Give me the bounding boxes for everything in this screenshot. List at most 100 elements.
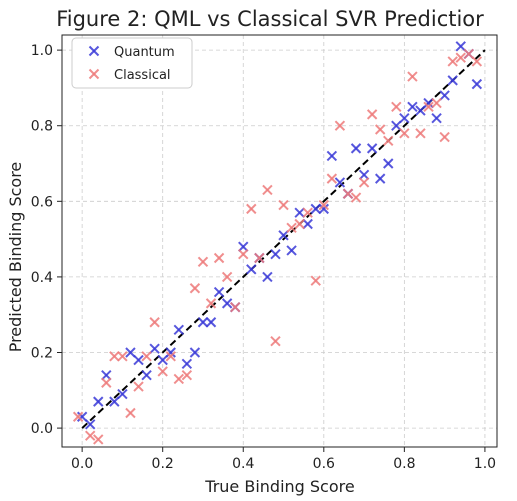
quantum-point: [76, 411, 88, 422]
classical-point: [407, 71, 418, 82]
classical-point: [84, 430, 96, 441]
classical-point: [455, 52, 466, 63]
quantum-point: [374, 173, 386, 184]
classical-point: [342, 188, 354, 199]
quantum-point: [286, 245, 297, 256]
classical-point: [117, 351, 128, 362]
quantum-point: [149, 343, 160, 354]
classical-point: [157, 366, 168, 377]
legend-marker-classical: [88, 68, 100, 80]
x-tick-label: 0.6: [313, 456, 335, 472]
quantum-point: [157, 354, 168, 366]
classical-point: [334, 120, 346, 131]
quantum-point: [407, 101, 418, 113]
x-tick-label: 0.4: [232, 456, 254, 472]
classical-point: [141, 351, 152, 362]
quantum-point: [358, 169, 370, 181]
classical-point: [326, 173, 338, 184]
quantum-point: [334, 177, 346, 188]
legend-box: [71, 37, 193, 89]
classical-point: [181, 369, 193, 381]
classical-point: [447, 56, 458, 67]
y-tick-label: 0.6: [31, 194, 53, 210]
classical-point: [221, 271, 233, 283]
classical-point: [205, 298, 217, 309]
quantum-point: [133, 354, 144, 366]
classical-point: [294, 218, 305, 230]
quantum-point: [117, 388, 128, 400]
quantum-point: [439, 90, 450, 101]
legend-x-quantum: [88, 45, 100, 57]
classical-point: [238, 249, 249, 260]
classical-point: [318, 199, 330, 211]
classical-point: [270, 335, 281, 347]
data-points: [72, 41, 483, 445]
classical-point: [72, 411, 84, 422]
quantum-point: [278, 230, 289, 241]
classical-point: [173, 373, 185, 385]
quantum-point: [109, 396, 120, 407]
y-tick-label: 0.2: [31, 346, 53, 362]
classical-point: [471, 56, 483, 67]
classical-point: [93, 434, 104, 445]
reference-line-group: [81, 49, 486, 429]
classical-point: [358, 177, 370, 188]
classical-point: [415, 128, 426, 139]
quantum-point: [213, 286, 225, 298]
quantum-point: [270, 249, 281, 260]
quantum-point: [173, 324, 185, 336]
quantum-point: [423, 97, 434, 109]
classical-point: [391, 101, 402, 113]
classical-point: [262, 184, 273, 196]
quantum-point: [93, 396, 104, 407]
classical-point: [229, 301, 241, 313]
classical-point: [350, 192, 362, 203]
quantum-point: [197, 317, 209, 328]
reference-line: [81, 49, 486, 429]
quantum-point: [383, 158, 394, 169]
quantum-point: [350, 143, 362, 154]
classical-point: [399, 128, 410, 139]
quantum-point: [326, 150, 338, 162]
classical-point: [149, 317, 160, 328]
classical-point: [246, 203, 257, 215]
x-tick-label: 1.0: [474, 456, 496, 472]
classical-point: [423, 101, 434, 113]
classical-point: [374, 124, 386, 135]
quantum-point: [302, 218, 313, 230]
classical-point: [189, 283, 201, 294]
quantum-point: [431, 112, 442, 124]
classical-point: [439, 131, 450, 143]
quantum-point: [125, 347, 136, 358]
legend-label-quantum: Quantum: [114, 45, 175, 60]
quantum-point: [84, 419, 96, 430]
quantum-point: [262, 271, 273, 283]
y-tick-label: 0.8: [31, 119, 53, 135]
x-tick-label: 0.2: [152, 456, 174, 472]
quantum-point: [221, 298, 233, 309]
y-tick-label: 1.0: [31, 43, 53, 59]
quantum-point: [391, 120, 402, 131]
quantum-point: [165, 347, 176, 358]
quantum-point: [205, 317, 217, 328]
classical-point: [165, 351, 176, 362]
legend-x-classical: [88, 68, 100, 80]
x-tick-label: 0.0: [71, 456, 93, 472]
classical-point: [431, 97, 442, 109]
classical-point: [101, 377, 112, 388]
quantum-point: [189, 347, 201, 358]
legend-label-classical: Classical: [114, 68, 171, 83]
grid-lines: [62, 35, 497, 447]
quantum-point: [181, 358, 193, 370]
quantum-point: [238, 241, 249, 252]
classical-point: [463, 48, 475, 60]
legend-marker-quantum: [88, 45, 100, 57]
quantum-point: [246, 264, 257, 275]
quantum-point: [415, 105, 426, 116]
classical-point: [254, 252, 265, 264]
chart-title: Figure 2: QML vs Classical SVR Predictio…: [56, 7, 484, 31]
classical-point: [125, 407, 136, 419]
axis-ticks: 0.0 0.2 0.4 0.6 0.8 1.0 0.0 0.2 0.4 0.6 0.8 1.0: [31, 43, 496, 472]
quantum-point: [294, 207, 305, 218]
